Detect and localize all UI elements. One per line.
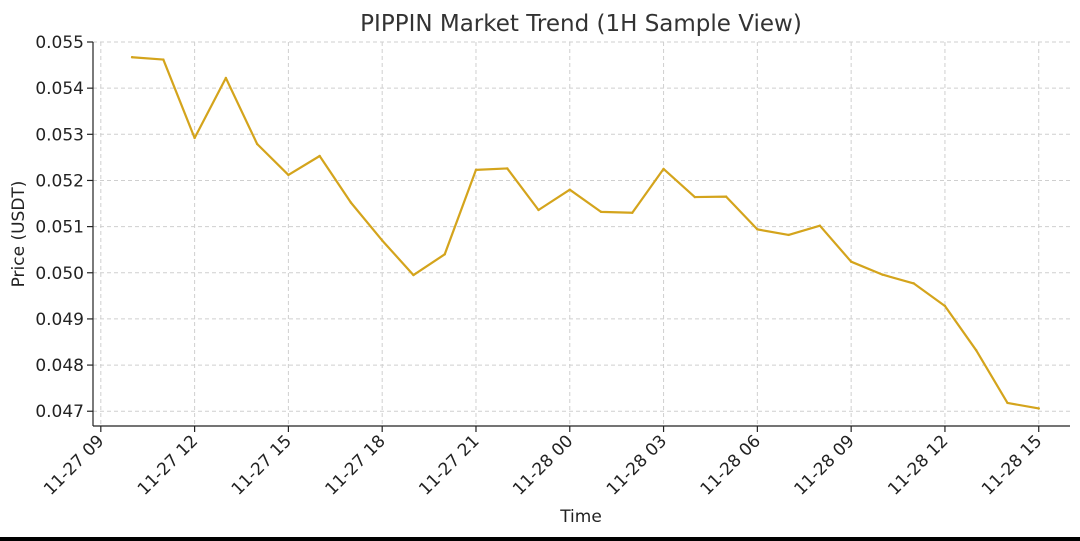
data-point [943,304,947,308]
y-tick-label: 0.048 [35,356,84,376]
x-tick-label: 11-28 09 [790,431,858,499]
axes [92,42,1070,427]
x-tick-label: 11-27 18 [322,431,390,499]
data-point [224,76,228,80]
data-point [412,273,415,277]
series-line [130,56,1040,410]
y-tick-label: 0.049 [35,310,84,330]
data-point [443,253,446,256]
data-point [193,136,196,140]
x-tick-label: 11-27 21 [415,431,483,499]
data-point [693,195,697,199]
data-point [631,211,634,214]
data-point [662,167,665,171]
data-point [380,239,384,242]
y-tick-label: 0.052 [35,171,84,191]
data-point [724,195,728,198]
chart-title: PIPPIN Market Trend (1H Sample View) [360,11,802,37]
y-tick-label: 0.047 [35,402,84,422]
data-point [975,349,978,352]
y-axis-label: Price (USDT) [9,181,29,288]
data-point [287,173,290,177]
data-point [849,260,853,263]
x-tick-label: 11-28 00 [509,431,577,499]
y-tick-label: 0.055 [35,33,84,53]
data-point [787,233,790,237]
x-tick-label: 11-27 09 [40,431,108,499]
y-tick-label: 0.053 [35,125,84,145]
x-tick-label: 11-27 15 [228,431,296,499]
x-tick-label: 11-28 12 [884,431,952,499]
data-point [130,56,134,59]
data-point [162,58,165,61]
data-point [1006,401,1009,405]
data-point [912,282,915,285]
data-point [349,201,353,204]
data-point [318,154,321,158]
data-point [881,273,884,276]
data-point [568,188,571,191]
x-ticks: 11-27 09 11-27 12 11-27 15 11-27 18 11-27 21… [40,426,1046,500]
series-group [130,56,1040,410]
grid [93,41,1070,426]
data-point [818,224,822,227]
x-tick-label: 11-28 03 [603,431,671,499]
y-tick-label: 0.054 [35,79,84,99]
data-point [537,208,540,212]
x-tick-label: 11-28 06 [697,431,765,499]
data-point [599,210,603,214]
data-point [474,168,478,172]
x-tick-label: 11-27 12 [134,431,202,499]
data-point [255,142,259,146]
data-point [756,228,759,231]
y-tick-label: 0.050 [35,264,84,284]
data-point [506,167,509,170]
y-tick-label: 0.051 [35,218,84,238]
y-ticks: 0.047 0.048 0.049 0.050 0.051 0.052 0.053 0.054… [35,33,93,422]
data-point [1037,407,1040,410]
bottom-border [0,537,1080,541]
x-tick-label: 11-28 15 [978,431,1046,499]
x-axis-label: Time [559,507,602,527]
